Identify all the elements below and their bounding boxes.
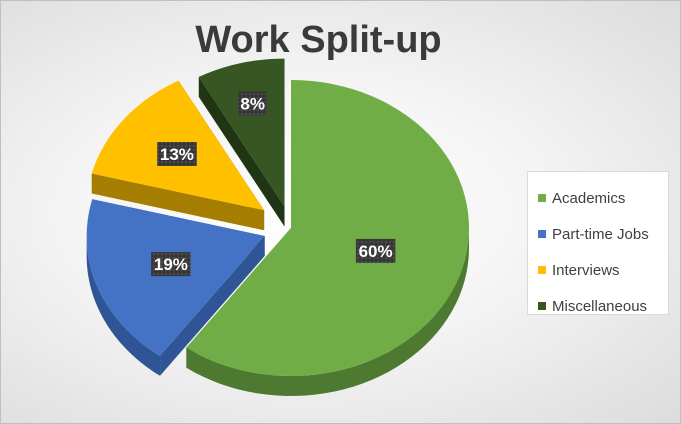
legend: Academics Part-time Jobs Interviews Miscell… (527, 171, 669, 315)
legend-label: Academics (552, 189, 626, 207)
legend-swatch (538, 302, 546, 310)
pie-slice-side-miscellaneous (198, 76, 285, 227)
chart-title: Work Split-up (195, 19, 442, 61)
legend-swatch (538, 230, 546, 238)
legend-item-interviews: Interviews (538, 252, 668, 288)
legend-item-academics: Academics (538, 180, 668, 216)
pie-slice-part-time-jobs (86, 199, 265, 356)
legend-label: Miscellaneous (552, 297, 648, 315)
pie-slice-academics (186, 80, 470, 376)
legend-item-miscellaneous: Miscellaneous (538, 288, 668, 324)
legend-label: Part-time Jobs (552, 225, 649, 243)
data-label-text-part-time-jobs: 19% (154, 255, 188, 274)
legend-item-part-time-jobs: Part-time Jobs (538, 216, 668, 252)
data-label-text-interviews: 13% (160, 145, 194, 164)
legend-swatch (538, 266, 546, 274)
data-label-miscellaneous: 8% (238, 91, 268, 116)
legend-label: Interviews (552, 261, 620, 279)
data-label-text-miscellaneous: 8% (240, 94, 265, 113)
data-label-text-academics: 60% (359, 242, 393, 261)
legend-swatch (538, 194, 546, 202)
data-label-part-time-jobs: 19% (151, 252, 191, 277)
data-label-academics: 60% (355, 238, 396, 263)
data-label-interviews: 13% (157, 142, 197, 166)
